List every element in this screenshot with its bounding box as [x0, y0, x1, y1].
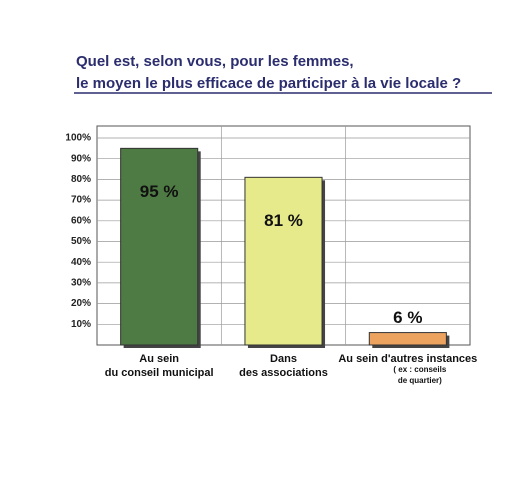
bar [368, 332, 447, 346]
bar [120, 147, 199, 346]
x-tick-label: Dans des associations [239, 353, 328, 379]
x-tick-label-line: Dans [270, 353, 297, 365]
chart-title: le moyen le plus efficace de participer … [76, 75, 461, 92]
y-tick-label: 80% [71, 174, 91, 185]
y-tick-label: 60% [71, 215, 91, 226]
bar [244, 176, 323, 346]
y-tick-label: 30% [71, 278, 91, 289]
y-tick-label: 10% [71, 319, 91, 330]
y-tick-label: 40% [71, 257, 91, 268]
y-tick-label: 70% [71, 195, 91, 206]
x-tick-label-line: des associations [239, 367, 328, 379]
value-label: 95 % [140, 182, 179, 201]
y-tick-label: 20% [71, 298, 91, 309]
value-label: 6 % [393, 308, 422, 327]
x-tick-label: Au sein d'autres instances( ex : conseil… [338, 353, 477, 385]
chart-title: Quel est, selon vous, pour les femmes, [76, 53, 354, 70]
y-tick-label: 100% [65, 133, 91, 144]
value-label: 81 % [264, 211, 303, 230]
x-tick-label-line: ( ex : conseils [393, 365, 446, 374]
x-tick-label-line: du conseil municipal [105, 367, 214, 379]
x-tick-label-line: Au sein d'autres instances [338, 353, 477, 365]
x-tick-label-line: de quartier) [398, 376, 442, 385]
y-tick-label: 50% [71, 236, 91, 247]
x-tick-label: Au sein du conseil municipal [105, 353, 214, 379]
x-tick-label-line: Au sein [139, 353, 179, 365]
y-tick-label: 90% [71, 153, 91, 164]
